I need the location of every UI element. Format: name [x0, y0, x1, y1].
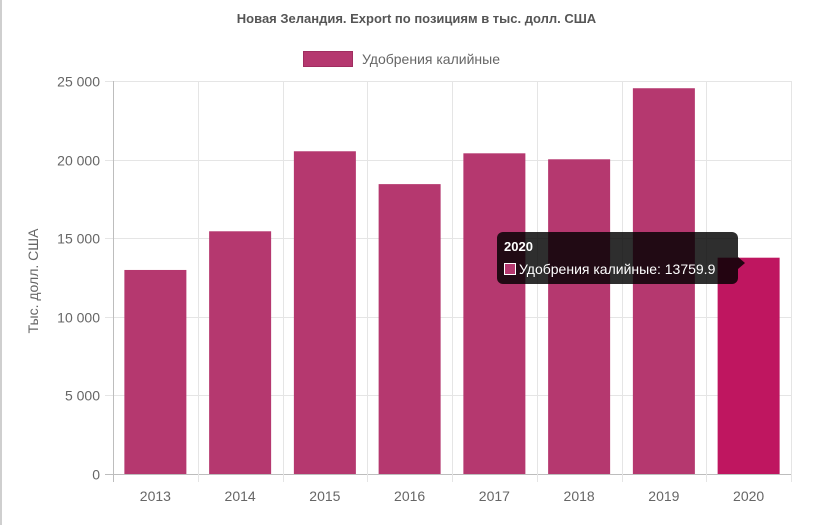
bar-2020 [717, 257, 780, 474]
x-tick-label: 2017 [479, 488, 510, 504]
window-left-border [0, 0, 2, 525]
y-tick-label: 15 000 [57, 231, 100, 247]
bar-2018 [548, 159, 611, 475]
y-tick-label: 20 000 [57, 153, 100, 169]
x-tick-label: 2018 [564, 488, 595, 504]
x-tick-label: 2014 [225, 488, 256, 504]
x-tick-label: 2013 [140, 488, 171, 504]
bar-2013 [124, 269, 187, 474]
x-tick-label: 2016 [394, 488, 425, 504]
bar-2014 [209, 231, 272, 474]
tooltip-text: Удобрения калийные: 13759.9 [519, 261, 716, 277]
tooltip-swatch [504, 263, 516, 275]
bar-2017 [463, 153, 526, 474]
legend[interactable]: Удобрения калийные [303, 51, 500, 67]
tooltip-row: Удобрения калийные: 13759.9 [504, 261, 715, 277]
y-axis-label: Тыс. долл. США [25, 228, 41, 333]
x-tick-label: 2019 [648, 488, 679, 504]
bar-2016 [378, 184, 441, 474]
y-tick-label: 25 000 [57, 74, 100, 90]
chart-title: Новая Зеландия. Export по позициям в тыс… [236, 11, 597, 26]
tooltip-title: 2020 [504, 239, 533, 254]
y-tick-label: 0 [92, 467, 100, 483]
legend-label: Удобрения калийные [362, 51, 500, 67]
bar-2015 [293, 151, 356, 474]
y-tick-label: 10 000 [57, 310, 100, 326]
x-tick-labels: 2013 2014 2015 2016 2017 2018 2019 2020 [140, 488, 765, 504]
y-tick-label: 5 000 [65, 388, 100, 404]
legend-swatch [303, 51, 353, 67]
tooltip: 2020 Удобрения калийные: 13759.9 [497, 232, 745, 284]
x-tick-label: 2020 [733, 488, 764, 504]
x-tick-label: 2015 [309, 488, 340, 504]
y-tick-labels: 0 5 000 10 000 15 000 20 000 25 000 [57, 74, 100, 483]
